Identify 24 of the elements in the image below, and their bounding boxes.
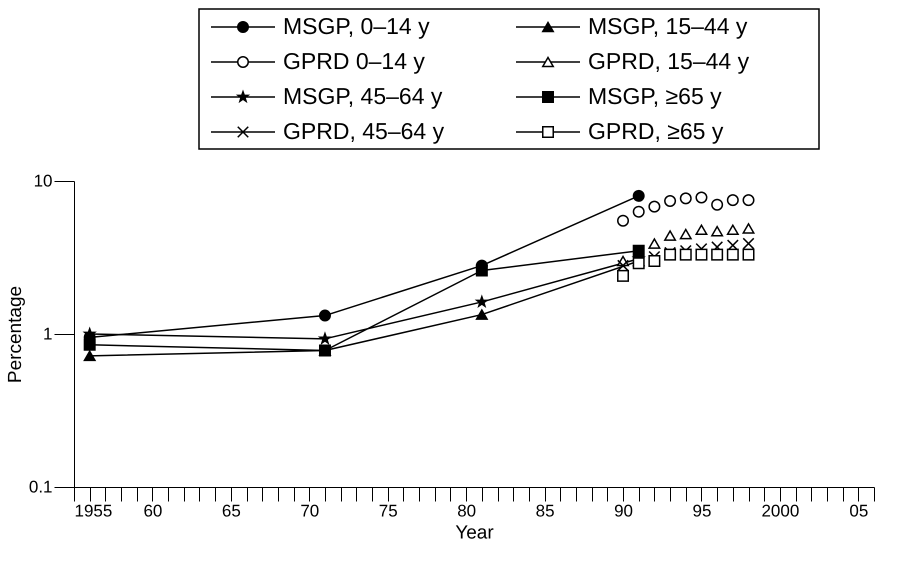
x-tick-label: 75 (378, 502, 398, 520)
x-tick-label: 85 (536, 502, 555, 520)
legend-label: GPRD, 45–64 y (283, 118, 445, 144)
x-tick-label: 2000 (761, 502, 800, 520)
y-tick-label: 1 (43, 324, 52, 344)
x-tick-label: 60 (143, 502, 162, 520)
x-axis-title: Year (455, 522, 494, 544)
x-tick-label: 80 (457, 502, 476, 520)
y-tick-label: 10 (34, 172, 52, 190)
x-tick-label: 65 (222, 502, 241, 520)
x-tick-label: 90 (614, 502, 633, 520)
x-tick-label: 1955 (74, 502, 112, 520)
x-tick-label: 70 (300, 502, 320, 520)
legend-label: MSGP, ≥65 y (588, 83, 722, 109)
legend-label: MSGP, 0–14 y (283, 13, 430, 39)
legend-label: MSGP, 45–64 y (283, 83, 443, 109)
legend-label: GPRD, 15–44 y (588, 48, 750, 74)
y-axis-title: Percentage (4, 286, 26, 384)
y-tick-label: 0.1 (28, 478, 52, 496)
x-tick-label: 95 (692, 502, 712, 520)
legend-label: GPRD 0–14 y (283, 48, 426, 74)
legend-label: MSGP, 15–44 y (588, 13, 748, 39)
x-tick-label: 05 (849, 502, 868, 520)
legend-label: GPRD, ≥65 y (588, 118, 724, 144)
